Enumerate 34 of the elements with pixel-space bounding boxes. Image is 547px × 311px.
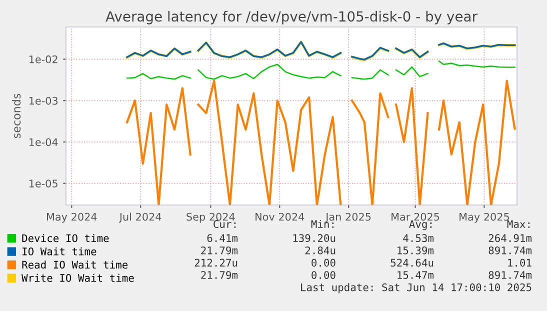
y-tick-label: 1e-05 xyxy=(29,180,58,188)
text: 21.79m xyxy=(201,246,238,254)
text: 6.41m xyxy=(207,234,238,242)
y-axis-title: seconds xyxy=(12,94,21,138)
y-tick-label: 1e-04 xyxy=(29,138,58,146)
text: 524.64u xyxy=(390,258,434,267)
legend-label: Read IO Wait time xyxy=(22,260,128,269)
text: 2.84u xyxy=(305,246,336,254)
legend-label: Write IO Wait time xyxy=(22,274,134,282)
text: 15.47m xyxy=(398,271,434,279)
text: 212.27u xyxy=(194,258,238,267)
text: 1.01 xyxy=(508,258,532,267)
x-tick-label: Mar 2025 xyxy=(392,212,440,221)
text: 891.74m xyxy=(488,271,532,279)
y-tick-label: 1e-03 xyxy=(29,96,58,105)
text: 15.39m xyxy=(398,246,434,254)
x-tick-label: Nov 2024 xyxy=(256,212,304,221)
chart-title: Average latency for /dev/pve/vm-105-disk-0 - by year xyxy=(106,10,478,24)
text: 891.74m xyxy=(488,246,532,254)
legend-label: IO Wait time xyxy=(22,247,96,256)
text: Cur: xyxy=(214,220,236,228)
legend-label: Device IO time xyxy=(22,234,109,242)
text: 264.91m xyxy=(488,234,532,242)
text: 4.53m xyxy=(403,234,434,242)
text: 0.00 xyxy=(312,271,336,279)
text: Last update: Sat Jun 14 17:00:10 2025 xyxy=(301,283,532,294)
text: 21.79m xyxy=(201,271,238,279)
text: Avg: xyxy=(409,220,432,230)
text: Max: xyxy=(507,220,530,228)
x-tick-label: May 2024 xyxy=(46,212,97,223)
y-tick-label: 1e-02 xyxy=(29,55,58,64)
text: 0.00 xyxy=(312,258,336,267)
text: 139.20u xyxy=(293,234,336,242)
x-tick-label: Jul 2024 xyxy=(118,212,162,223)
